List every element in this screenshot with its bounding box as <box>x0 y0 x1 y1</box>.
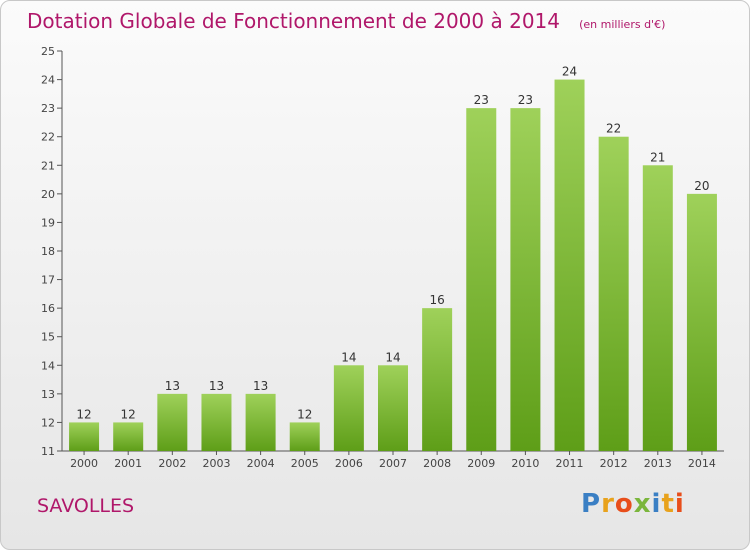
bar <box>466 108 497 452</box>
data-label: 21 <box>650 150 665 164</box>
y-tick-label: 23 <box>41 102 55 115</box>
data-labels: 12 12 13 13 13 12 14 14 16 23 23 24 22 21 20 <box>76 65 709 422</box>
bar <box>113 422 144 451</box>
data-label: 16 <box>429 293 444 307</box>
x-tick-label: 2008 <box>423 457 451 470</box>
y-tick-label: 24 <box>41 74 55 87</box>
bar <box>69 422 100 451</box>
proxiti-logo: Proxiti <box>581 489 685 519</box>
commune-name: SAVOLLES <box>37 495 135 517</box>
bar <box>245 393 276 451</box>
y-tick-label: 25 <box>41 45 55 58</box>
data-label: 14 <box>385 350 400 364</box>
bar <box>510 108 541 452</box>
x-tick-label: 2006 <box>335 457 363 470</box>
logo-letter: i <box>651 489 662 519</box>
chart-title: Dotation Globale de Fonctionnement de 20… <box>27 9 560 33</box>
y-tick-label: 20 <box>41 188 55 201</box>
data-label: 13 <box>253 379 268 393</box>
bar <box>598 136 629 451</box>
data-label: 13 <box>209 379 224 393</box>
bar <box>157 393 188 451</box>
bar <box>686 193 717 451</box>
x-tick-label: 2000 <box>70 457 98 470</box>
chart-unit: (en milliers d'€) <box>579 18 666 31</box>
x-tick-label: 2012 <box>600 457 628 470</box>
data-label: 24 <box>562 65 577 79</box>
logo-letter: P <box>581 489 602 519</box>
y-tick-label: 21 <box>41 159 55 172</box>
x-tick-label: 2007 <box>379 457 407 470</box>
x-tick-label: 2001 <box>114 457 142 470</box>
logo-letter: x <box>633 489 652 519</box>
y-tick-label: 16 <box>41 302 55 315</box>
data-label: 13 <box>165 379 180 393</box>
data-label: 23 <box>518 93 533 107</box>
bar <box>554 79 585 452</box>
data-label: 12 <box>121 407 136 421</box>
y-tick-label: 14 <box>41 359 55 372</box>
y-tick-label: 22 <box>41 131 55 144</box>
logo-letter: i <box>674 489 685 519</box>
bar <box>642 165 673 452</box>
axes: 11 12 13 14 15 16 17 18 19 20 21 22 23 24 25 2000 2001 20… <box>41 45 724 470</box>
x-tick-label: 2014 <box>688 457 716 470</box>
x-tick-label: 2004 <box>247 457 275 470</box>
bars <box>69 79 717 452</box>
y-tick-label: 12 <box>41 416 55 429</box>
x-tick-label: 2002 <box>158 457 186 470</box>
data-label: 12 <box>76 407 91 421</box>
y-tick-label: 18 <box>41 245 55 258</box>
logo-letter: t <box>661 489 675 519</box>
y-tick-label: 13 <box>41 388 55 401</box>
data-label: 23 <box>474 93 489 107</box>
x-tick-label: 2013 <box>644 457 672 470</box>
bar <box>422 308 453 451</box>
data-label: 22 <box>606 122 621 136</box>
x-tick-label: 2010 <box>511 457 539 470</box>
y-tick-label: 11 <box>41 445 55 458</box>
logo-letter: o <box>614 489 634 519</box>
x-tick-label: 2011 <box>556 457 584 470</box>
x-tick-label: 2003 <box>202 457 230 470</box>
y-tick-label: 15 <box>41 331 55 344</box>
bar <box>333 365 364 451</box>
bar <box>289 422 320 451</box>
x-tick-label: 2009 <box>467 457 495 470</box>
title-row: Dotation Globale de Fonctionnement de 20… <box>27 9 665 33</box>
data-label: 14 <box>341 350 356 364</box>
bar <box>378 365 408 451</box>
y-tick-label: 19 <box>41 216 55 229</box>
logo-letter: r <box>601 489 615 519</box>
x-tick-label: 2005 <box>291 457 319 470</box>
data-label: 12 <box>297 407 312 421</box>
bar <box>201 393 232 451</box>
y-tick-label: 17 <box>41 274 55 287</box>
data-label: 20 <box>694 179 709 193</box>
